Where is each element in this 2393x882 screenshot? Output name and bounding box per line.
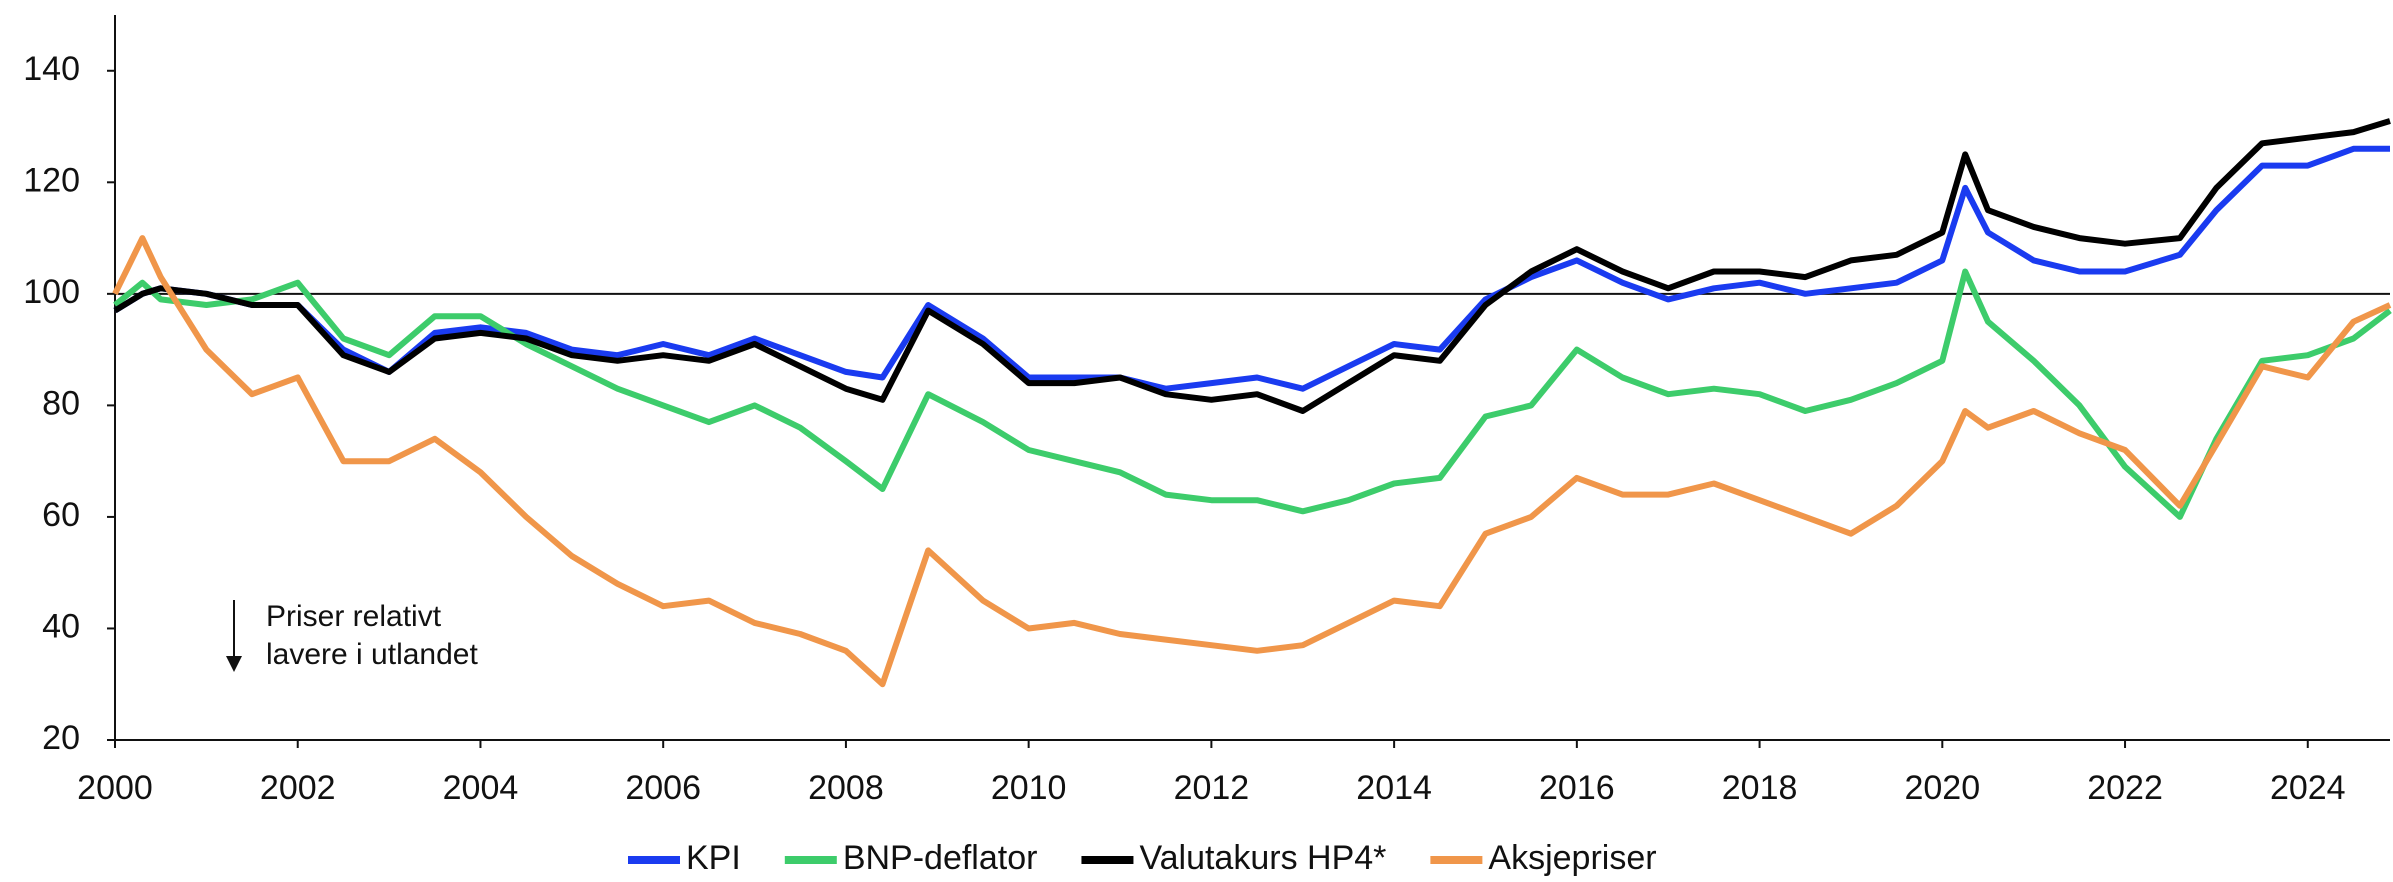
legend-label: BNP-deflator (843, 839, 1038, 877)
y-tick-label: 100 (23, 273, 80, 311)
y-tick-label: 60 (42, 496, 80, 534)
line (113, 145, 2390, 392)
x-tick-label: 2016 (1539, 769, 1615, 807)
line (112, 235, 2392, 688)
y-tick-label: 120 (23, 161, 80, 199)
x-tick-label: 2010 (991, 769, 1067, 807)
x-tick-label: 2008 (808, 769, 884, 807)
y-tick-label: 40 (42, 607, 80, 645)
legend-label: Valutakurs HP4* (1139, 839, 1386, 877)
annotation: Priser relativt (266, 600, 442, 633)
x-tick-label: 2018 (1722, 769, 1798, 807)
line (113, 268, 2392, 520)
x-tick-label: 2000 (77, 769, 153, 807)
x-tick-label: 2012 (1174, 769, 1250, 807)
y-tick-label: 80 (42, 384, 80, 422)
x-tick-label: 2024 (2270, 769, 2346, 807)
y-tick-label: 20 (42, 719, 80, 757)
x-tick-label: 2022 (2087, 769, 2163, 807)
x-tick-label: 2006 (625, 769, 701, 807)
legend-label: KPI (686, 839, 741, 877)
legend-label: Aksjepriser (1488, 839, 1656, 877)
y-tick-label: 140 (23, 50, 80, 88)
x-tick-label: 2002 (260, 769, 336, 807)
x-tick-label: 2020 (1904, 769, 1980, 807)
x-tick-label: 2004 (443, 769, 519, 807)
annotation-arrowhead (226, 656, 242, 672)
line (113, 118, 2391, 414)
annotation: lavere i utlandet (266, 638, 478, 671)
x-tick-label: 2014 (1356, 769, 1432, 807)
